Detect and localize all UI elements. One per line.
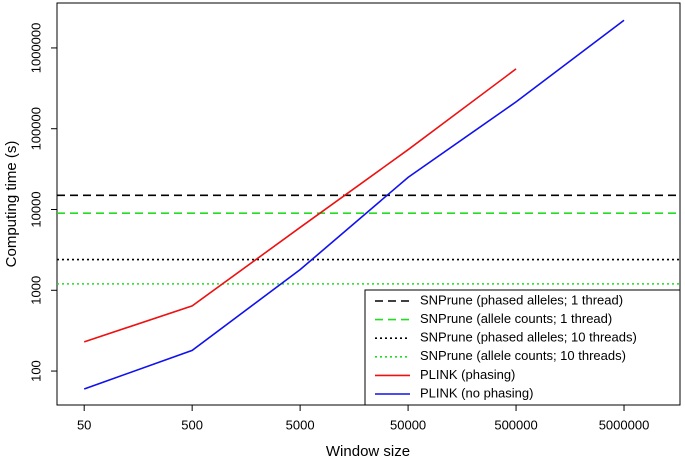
x-tick-label: 50000 [390, 417, 426, 432]
y-axis-label: Computing time (s) [3, 141, 20, 268]
x-tick-label: 5000000 [599, 417, 650, 432]
legend-label: SNPrune (phased alleles; 10 threads) [420, 330, 637, 345]
y-tick-label: 100000 [28, 107, 43, 150]
y-tick-label: 1000 [28, 276, 43, 305]
legend-label: SNPrune (allele counts; 1 thread) [420, 311, 612, 326]
x-tick-label: 5000 [286, 417, 315, 432]
legend-box [364, 289, 681, 406]
series-line [83, 19, 625, 390]
series-line [83, 68, 517, 343]
y-tick-label: 100 [28, 360, 43, 382]
x-axis-label: Window size [326, 443, 410, 460]
legend-label: SNPrune (allele counts; 10 threads) [420, 348, 626, 363]
legend-label: SNPrune (phased alleles; 1 thread) [420, 292, 623, 307]
x-tick-label: 500 [181, 417, 203, 432]
legend-label: PLINK (no phasing) [420, 385, 533, 400]
x-tick-label: 50 [77, 417, 91, 432]
x-tick-label: 500000 [494, 417, 537, 432]
y-tick-label: 1000000 [28, 23, 43, 74]
y-tick-label: 10000 [28, 191, 43, 227]
legend-label: PLINK (phasing) [420, 367, 515, 382]
legend: SNPrune (phased alleles; 1 thread) SNPrun… [364, 289, 681, 406]
